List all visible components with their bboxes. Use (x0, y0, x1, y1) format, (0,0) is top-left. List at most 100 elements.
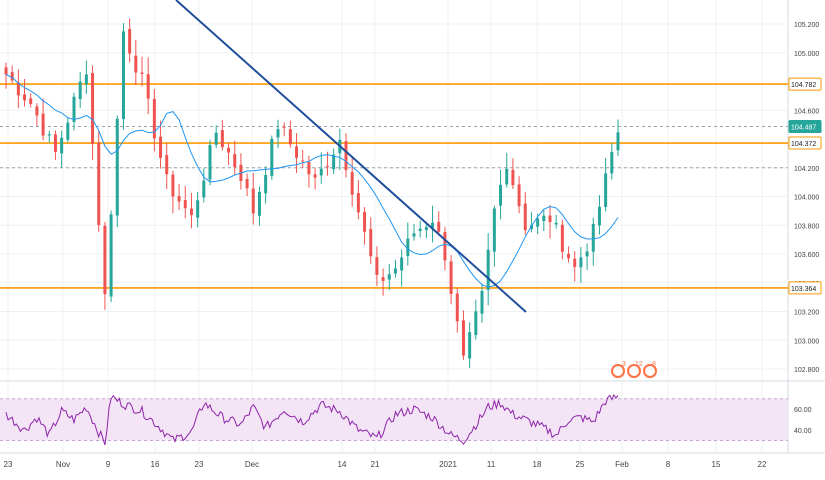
price-tick-label: 102.800 (794, 367, 819, 374)
time-tick-label: 16 (151, 460, 160, 469)
candle-body (548, 215, 552, 223)
time-tick-label: 23 (4, 460, 13, 469)
candle-body (208, 144, 212, 180)
time-axis-labels: 23 Nov 9 16 23 Dec 14 21 2021 11 18 25 Feb 8 15 22 (4, 460, 767, 469)
badge-circle-3 (643, 364, 657, 378)
candle-body (109, 214, 113, 297)
candle-body (560, 224, 564, 252)
badge-number-2: 12 (635, 361, 643, 368)
candle-body (505, 168, 509, 185)
candle-body (72, 96, 76, 122)
candle-body (350, 171, 354, 195)
candle-body (60, 137, 64, 154)
candle-body (344, 141, 348, 171)
candle-body (177, 196, 181, 202)
candle-body (319, 168, 323, 176)
candle-body (220, 130, 224, 148)
price-tick-label: 104.600 (794, 108, 819, 115)
candle-body (103, 225, 107, 295)
price-tick-label: 103.600 (794, 252, 819, 259)
price-axis-labels: 105.200 105.000 104.600 104.200 104.000 103.8… (794, 22, 819, 374)
price-pane (0, 0, 788, 381)
candle-body (356, 193, 360, 213)
candle-body (393, 268, 397, 274)
candle-body (443, 232, 447, 261)
candle-body (363, 211, 367, 232)
candle-body (332, 154, 336, 170)
candle-body (152, 99, 156, 139)
badge-circle-2 (627, 364, 641, 378)
candle-body (257, 191, 261, 216)
candle-body (418, 228, 422, 232)
candle-body (375, 257, 379, 275)
ma-line (5, 74, 619, 288)
candle-body (616, 132, 620, 151)
price-tag (788, 281, 822, 295)
candle-body (499, 184, 503, 206)
candle-body (511, 169, 515, 186)
time-tick-label: 22 (758, 460, 767, 469)
candle-body (66, 122, 70, 140)
rsi-tick-label: 40.00 (794, 428, 812, 435)
candle-body (264, 175, 268, 194)
candle-body (523, 203, 527, 231)
candle-body (91, 73, 95, 144)
candle-body (307, 162, 311, 175)
price-tag (788, 136, 822, 150)
candle-body (369, 229, 373, 257)
trendline-group[interactable] (175, 0, 527, 313)
candle-body (468, 332, 472, 359)
candle-body (189, 208, 193, 216)
candle-body (270, 138, 274, 176)
time-tick-label: Nov (56, 460, 70, 469)
candle-body (412, 233, 416, 237)
candlesticks (4, 18, 620, 368)
candle-body (554, 222, 558, 225)
candle-body (579, 257, 583, 268)
candle-body (610, 151, 614, 174)
candle-body (171, 174, 175, 197)
price-tag-label: 104.782 (791, 82, 816, 89)
candle-body (41, 113, 45, 136)
candle-body (227, 147, 231, 153)
candle-body (214, 132, 218, 145)
event-badge[interactable]: 3 12 8 (611, 361, 657, 378)
candle-body (146, 74, 150, 99)
candle-body (97, 142, 101, 226)
price-tag (788, 77, 822, 91)
candle-body (431, 222, 435, 228)
candle-body (461, 320, 465, 356)
price-tag-label: 104.372 (791, 141, 816, 148)
trendline[interactable] (175, 0, 527, 313)
candle-body (517, 184, 521, 207)
horizontal-levels[interactable] (0, 83, 788, 289)
candle-body (536, 218, 540, 227)
time-tick-label: 8 (666, 460, 671, 469)
candle-body (29, 98, 33, 105)
badge-circle-1 (611, 364, 625, 378)
candle-body (115, 118, 119, 216)
candle-body (591, 223, 595, 252)
candle-body (233, 154, 237, 168)
moving-average (5, 74, 619, 288)
candle-body (325, 166, 329, 168)
candle-body (245, 179, 249, 189)
candle-body (159, 136, 163, 158)
candle-body (387, 274, 391, 280)
candle-body (301, 160, 305, 162)
candle-body (183, 200, 187, 209)
candle-body (251, 188, 255, 214)
price-tick-label: 103.000 (794, 338, 819, 345)
candle-body (196, 200, 200, 218)
candle-body (597, 206, 601, 226)
candle-body (542, 215, 546, 221)
candle-body (313, 174, 317, 178)
price-tick-label: 103.800 (794, 223, 819, 230)
candle-body (165, 155, 169, 175)
time-tick-label: 14 (338, 460, 347, 469)
time-tick-label: 9 (106, 460, 111, 469)
price-tag (788, 119, 822, 133)
candle-body (134, 55, 138, 73)
